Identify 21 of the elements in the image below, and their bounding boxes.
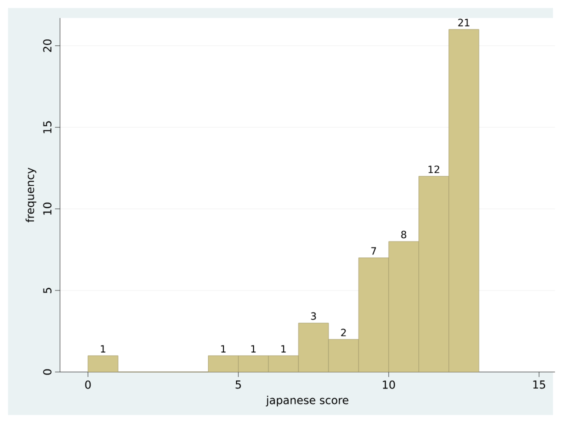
y-tick-label: 15: [43, 121, 52, 134]
data-label: 1: [221, 345, 226, 352]
x-axis-title: japanese score: [266, 396, 348, 406]
data-label: 3: [311, 312, 316, 320]
y-tick-label: 10: [43, 202, 52, 215]
x-tick-label: 0: [85, 380, 91, 389]
data-label: 12: [428, 166, 440, 174]
data-label: 7: [371, 247, 376, 255]
data-label: 2: [341, 328, 346, 336]
data-label: 1: [251, 345, 256, 352]
x-tick-label: 5: [236, 380, 241, 389]
y-tick-label: 0: [43, 369, 52, 375]
y-tick-label: 5: [43, 288, 52, 294]
x-tick-label: 10: [382, 380, 395, 389]
x-tick-label: 15: [533, 380, 546, 389]
data-label: 21: [458, 18, 470, 26]
y-tick-label: 20: [43, 39, 52, 52]
data-label: 1: [100, 345, 106, 352]
data-label: 1: [281, 345, 286, 352]
data-label: 8: [401, 230, 406, 238]
y-axis-title: frequency: [26, 168, 36, 222]
